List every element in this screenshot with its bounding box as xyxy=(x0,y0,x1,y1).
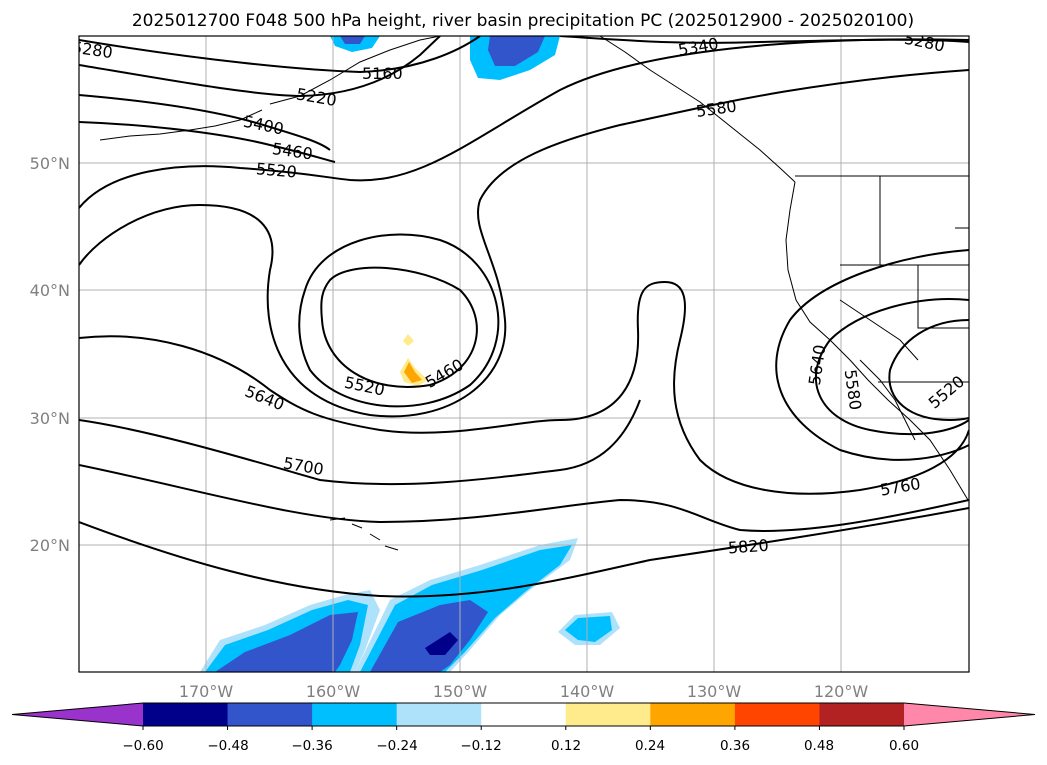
lat-label: 30°N xyxy=(30,409,70,428)
colorbar-segment xyxy=(481,703,567,726)
precip-patch-southeast-core xyxy=(565,616,612,642)
colorbar-tick-label: 0.60 xyxy=(889,738,919,754)
colorbar-tick-labels: −0.60 −0.48 −0.36 −0.24 −0.12 0.12 0.24 … xyxy=(122,738,919,754)
colorbar xyxy=(11,702,1036,730)
colorbar-segment xyxy=(396,703,482,726)
contour-5460-low xyxy=(320,266,478,388)
contour-5460 xyxy=(79,121,336,163)
contour-east-low-5640 xyxy=(775,249,969,461)
lat-label: 40°N xyxy=(30,281,70,300)
border-states xyxy=(839,176,969,383)
figure-title: 2025012700 F048 500 hPa height, river ba… xyxy=(132,11,914,31)
colorbar-tick-label: −0.60 xyxy=(122,738,163,754)
contour-5280 xyxy=(79,36,481,74)
lon-label: 130°W xyxy=(687,682,742,701)
precip-patch-northwest-core xyxy=(340,36,365,44)
colorbar-segment xyxy=(143,703,229,726)
colorbar-segment xyxy=(312,703,398,726)
colorbar-tick-label: −0.24 xyxy=(376,738,417,754)
contour-label: 5520 xyxy=(255,159,297,181)
colorbar-tick-label: 0.24 xyxy=(635,738,665,754)
colorbar-segment xyxy=(819,703,905,726)
precip-band-east-peak xyxy=(425,632,458,655)
contour-5520-low xyxy=(298,233,500,408)
contour-label: 5820 xyxy=(727,536,769,558)
contour-5340 xyxy=(559,36,969,44)
precipitation-shading xyxy=(200,36,620,672)
contour-5760 xyxy=(79,464,969,532)
colorbar-tick-label: −0.36 xyxy=(291,738,332,754)
colorbar-segment xyxy=(734,703,820,726)
contour-5520 xyxy=(79,38,969,209)
precip-band-south-core xyxy=(215,612,358,672)
colorbar-tick-label: 0.12 xyxy=(551,738,581,754)
longitude-labels: 170°W 160°W 150°W 140°W 130°W 120°W xyxy=(179,682,869,701)
contour-east-low-5580 xyxy=(814,298,969,436)
colorbar-tick-label: 0.48 xyxy=(804,738,834,754)
colorbar-extend-min xyxy=(12,703,143,726)
precip-positive-core xyxy=(404,362,422,383)
lon-label: 140°W xyxy=(560,682,615,701)
lon-label: 150°W xyxy=(433,682,488,701)
contour-5700 xyxy=(79,399,641,486)
latitude-labels: 50°N 40°N 30°N 20°N xyxy=(30,154,70,555)
precip-patch-north-core xyxy=(488,36,545,66)
colorbar-tick-label: 0.36 xyxy=(720,738,750,754)
coast-north-america xyxy=(785,181,969,501)
contour-5820 xyxy=(79,507,969,598)
colorbar-segment xyxy=(650,703,736,726)
contour-5400 xyxy=(79,94,331,151)
colorbar-tick-label: −0.12 xyxy=(460,738,501,754)
lat-label: 20°N xyxy=(30,536,70,555)
contour-east-low-5520 xyxy=(888,319,969,422)
lon-label: 170°W xyxy=(179,682,234,701)
colorbar-segment xyxy=(227,703,313,726)
lat-label: 50°N xyxy=(30,154,70,173)
colorbar-tick-label: −0.48 xyxy=(207,738,248,754)
contour-5220 xyxy=(79,36,441,98)
colorbar-segment xyxy=(565,703,651,726)
map-frame xyxy=(78,35,970,673)
coast-alaska-panhandle xyxy=(599,36,796,183)
contour-label: 5160 xyxy=(362,64,403,83)
precip-positive-dot xyxy=(403,334,414,346)
contour-5640 xyxy=(79,280,969,495)
contour-label: 5280 xyxy=(71,38,114,62)
lon-label: 120°W xyxy=(814,682,869,701)
contour-5580 xyxy=(79,69,969,418)
colorbar-extend-max xyxy=(904,703,1035,726)
lon-label: 160°W xyxy=(306,682,361,701)
precip-band-east-core xyxy=(370,600,488,672)
height-contours xyxy=(79,36,969,598)
coast-baja xyxy=(859,359,916,441)
contour-label: 5340 xyxy=(677,34,720,60)
